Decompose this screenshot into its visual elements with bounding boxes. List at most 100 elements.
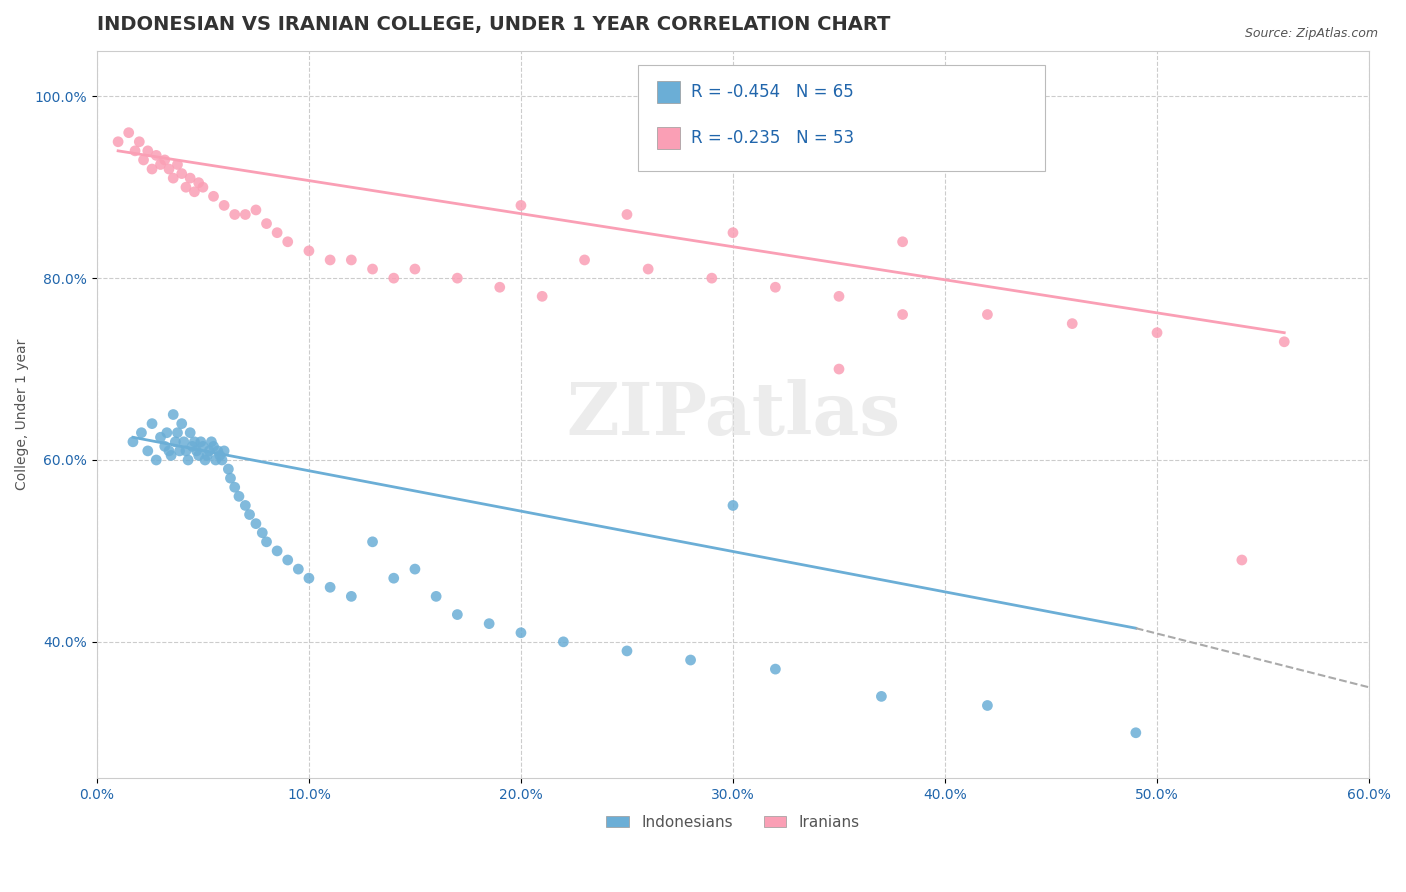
Point xyxy=(553,635,575,649)
Point xyxy=(200,434,222,449)
Point xyxy=(1272,334,1295,349)
Point xyxy=(162,408,184,422)
Point xyxy=(131,425,153,440)
Point xyxy=(976,89,998,103)
Text: R = -0.454   N = 65: R = -0.454 N = 65 xyxy=(690,83,853,102)
Point xyxy=(361,262,384,277)
Point xyxy=(510,625,533,640)
Point xyxy=(233,207,256,221)
Point xyxy=(976,698,998,713)
Point xyxy=(136,144,159,158)
Point xyxy=(277,553,299,567)
Point xyxy=(202,189,225,203)
Point xyxy=(186,443,208,458)
Point xyxy=(118,126,141,140)
Point xyxy=(266,226,288,240)
Point xyxy=(208,449,231,463)
Point xyxy=(190,434,212,449)
Point xyxy=(531,289,554,303)
Point xyxy=(256,534,278,549)
Point xyxy=(179,425,201,440)
Point xyxy=(976,308,998,322)
Point xyxy=(157,443,180,458)
Point xyxy=(191,439,214,453)
Point xyxy=(128,135,150,149)
Point xyxy=(1125,725,1147,739)
Point xyxy=(828,289,851,303)
Point xyxy=(160,449,183,463)
Text: INDONESIAN VS IRANIAN COLLEGE, UNDER 1 YEAR CORRELATION CHART: INDONESIAN VS IRANIAN COLLEGE, UNDER 1 Y… xyxy=(97,15,890,34)
Point xyxy=(187,176,209,190)
Point xyxy=(245,516,267,531)
FancyBboxPatch shape xyxy=(637,65,1045,171)
Point xyxy=(277,235,299,249)
Point xyxy=(124,144,146,158)
Point xyxy=(340,252,363,267)
Point xyxy=(207,443,229,458)
Point xyxy=(287,562,309,576)
Point xyxy=(488,280,510,294)
Point xyxy=(141,162,163,177)
Point xyxy=(174,443,197,458)
Point xyxy=(870,690,893,704)
Point xyxy=(157,162,180,177)
Point xyxy=(173,434,195,449)
Point xyxy=(616,207,638,221)
Text: Source: ZipAtlas.com: Source: ZipAtlas.com xyxy=(1244,27,1378,40)
Point xyxy=(763,280,786,294)
Point xyxy=(446,607,468,622)
Point xyxy=(224,207,246,221)
Point xyxy=(425,590,447,604)
Point xyxy=(145,453,167,467)
Point xyxy=(319,580,342,594)
Point xyxy=(228,489,250,503)
Point xyxy=(149,430,172,444)
Point xyxy=(162,171,184,186)
Point xyxy=(202,439,225,453)
Point xyxy=(136,443,159,458)
Point xyxy=(156,425,179,440)
Point xyxy=(721,226,744,240)
Point xyxy=(252,525,274,540)
Point xyxy=(828,362,851,376)
Point xyxy=(233,499,256,513)
Point xyxy=(149,157,172,171)
Text: R = -0.235   N = 53: R = -0.235 N = 53 xyxy=(690,129,853,147)
Point xyxy=(298,571,321,585)
Point xyxy=(195,449,218,463)
Point xyxy=(1062,317,1084,331)
Point xyxy=(212,198,235,212)
Point xyxy=(177,453,200,467)
Point xyxy=(170,417,193,431)
Point xyxy=(170,167,193,181)
Point xyxy=(340,590,363,604)
Bar xyxy=(657,128,679,149)
Point xyxy=(141,417,163,431)
Point xyxy=(183,185,205,199)
Point xyxy=(219,471,242,485)
Y-axis label: College, Under 1 year: College, Under 1 year xyxy=(15,339,30,491)
Point xyxy=(510,198,533,212)
Bar xyxy=(657,81,679,103)
Point xyxy=(891,235,914,249)
Point xyxy=(679,653,702,667)
Point xyxy=(166,425,188,440)
Point xyxy=(107,135,129,149)
Point xyxy=(169,443,191,458)
Point xyxy=(224,480,246,494)
Point xyxy=(217,462,239,476)
Point xyxy=(361,534,384,549)
Point xyxy=(478,616,501,631)
Point xyxy=(382,271,405,285)
Point xyxy=(145,148,167,162)
Point xyxy=(132,153,155,167)
Point xyxy=(204,453,226,467)
Point xyxy=(256,217,278,231)
Point xyxy=(446,271,468,285)
Point xyxy=(165,434,187,449)
Point xyxy=(238,508,260,522)
Point xyxy=(891,308,914,322)
Point xyxy=(153,153,176,167)
Point xyxy=(122,434,145,449)
Point xyxy=(198,443,221,458)
